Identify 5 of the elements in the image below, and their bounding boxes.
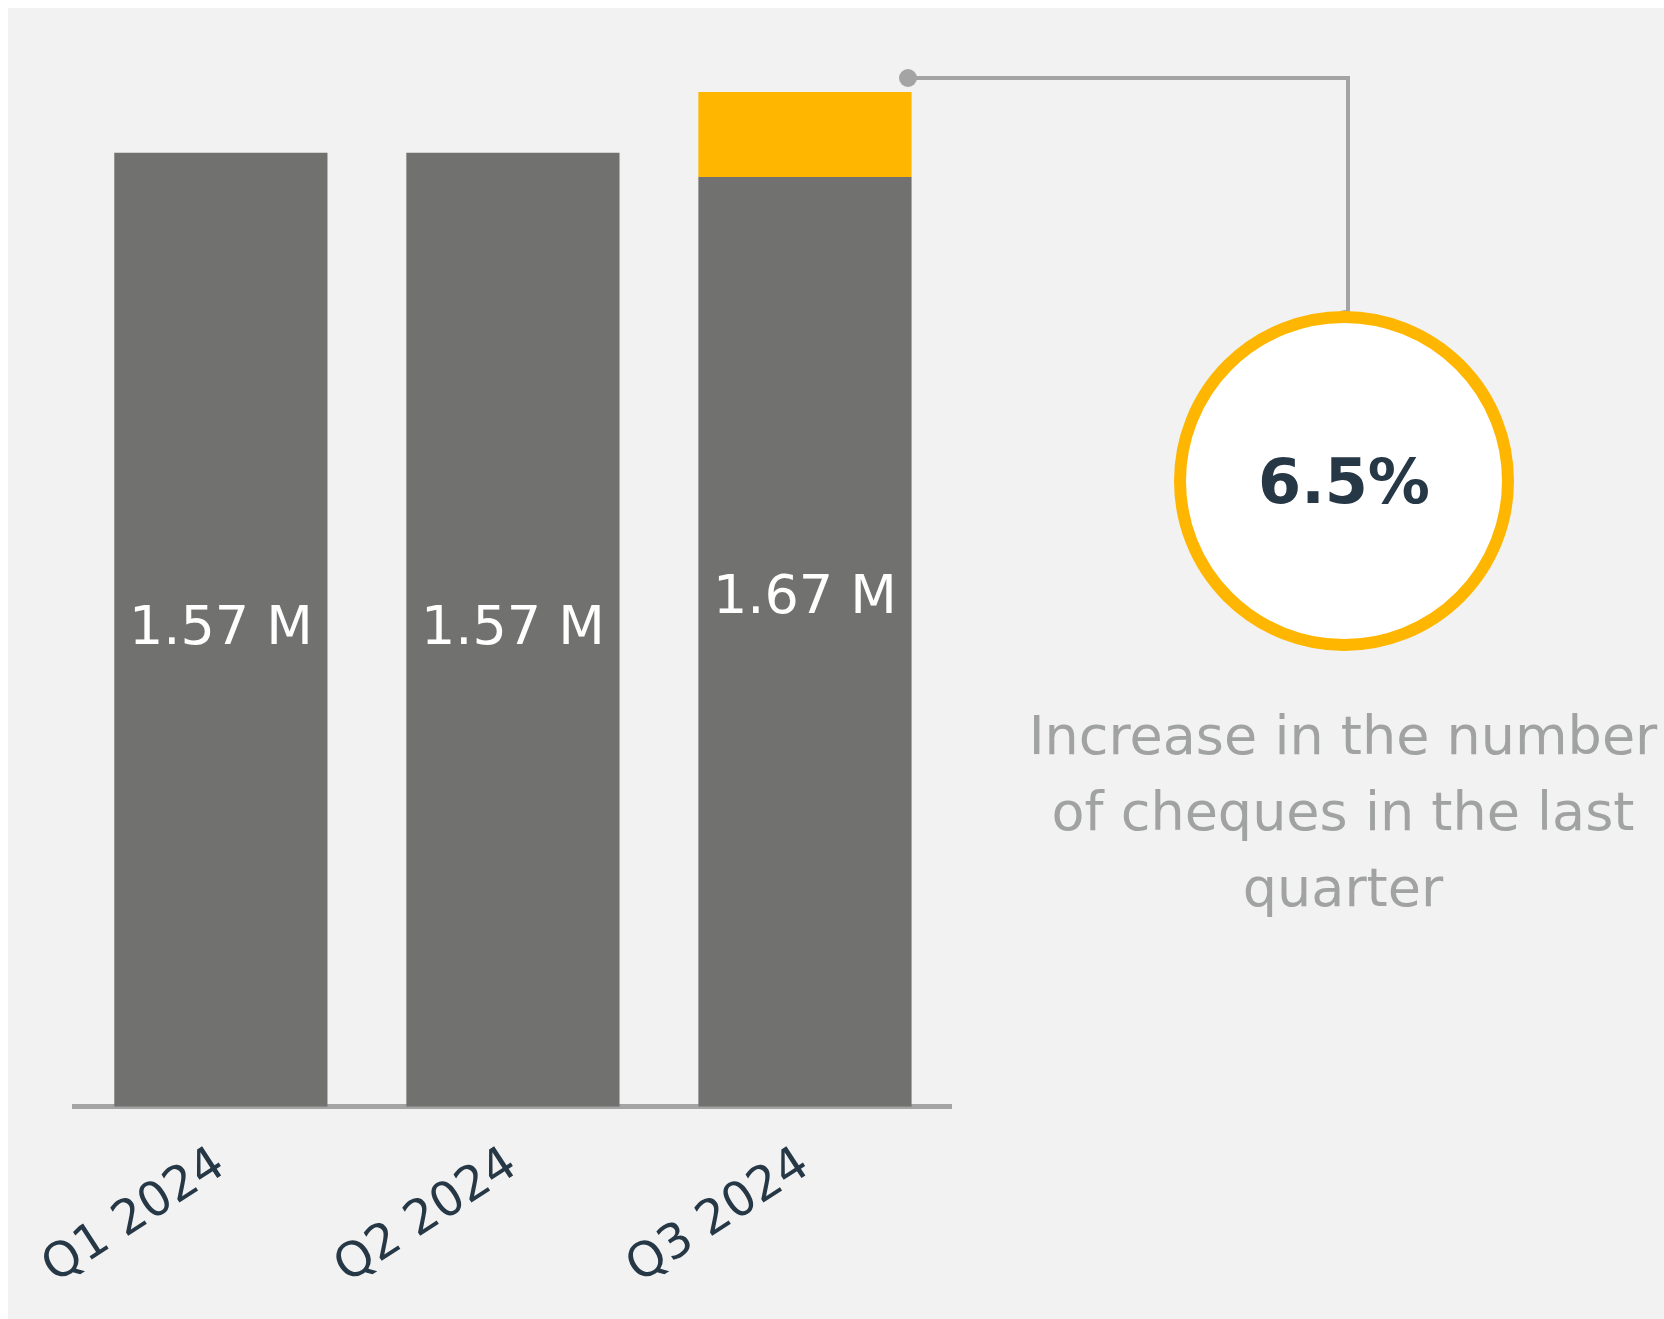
text: Increase in the number of cheques in the last quarter: [1027, 703, 1659, 921]
ring-outline: 6.5%: [1174, 311, 1514, 651]
total-label: 1.67 M: [712, 563, 897, 627]
data-label: 1.57 M: [128, 593, 313, 657]
data-label: 1.57 M: [420, 593, 605, 657]
